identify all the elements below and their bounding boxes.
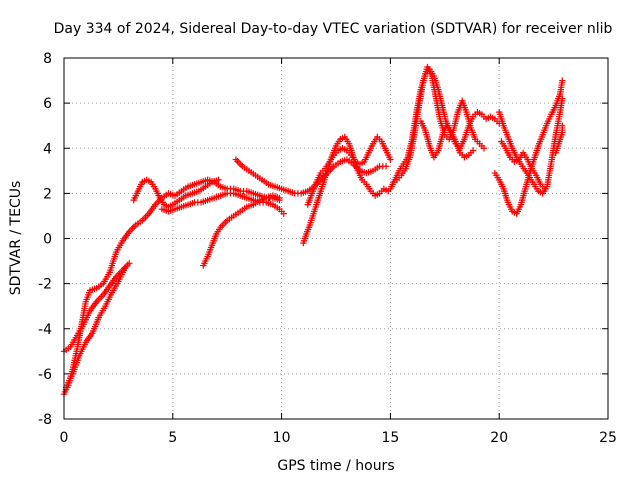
data-point-marker: [469, 147, 477, 154]
x-tick-label: 25: [599, 430, 617, 446]
series-track-f: [200, 192, 283, 269]
data-point-marker: [276, 194, 283, 202]
x-tick-label: 20: [490, 430, 508, 446]
y-axis-label: SDTVAR / TECUs: [8, 181, 24, 296]
y-tick-label: -4: [38, 322, 52, 338]
y-tick-label: 2: [43, 186, 52, 202]
y-tick-label: -8: [38, 412, 52, 428]
data-point-marker: [382, 163, 390, 170]
y-tick-label: -6: [38, 367, 52, 383]
axis-ticks: 0 5 10 15 20 25 -8 -6 -4 -2 0 2 4 6 8: [38, 51, 617, 446]
y-tick-label: 0: [43, 232, 52, 248]
y-tick-label: 4: [43, 141, 52, 157]
x-tick-label: 10: [273, 430, 291, 446]
series-track-i: [304, 133, 394, 208]
data-point-marker: [121, 264, 129, 272]
plot-frame: [63, 57, 609, 420]
y-tick-label: -2: [38, 277, 52, 293]
data-points: [60, 63, 566, 398]
y-tick-label: 6: [43, 96, 52, 112]
x-tick-label: 0: [60, 430, 69, 446]
grid: [64, 58, 608, 419]
series-track-m: [491, 77, 566, 217]
series-track-l: [417, 117, 477, 161]
series-track-p: [552, 122, 566, 156]
series-track-n: [498, 138, 549, 193]
x-tick-label: 5: [168, 430, 177, 446]
series-track-k: [393, 63, 488, 184]
x-tick-label: 15: [381, 430, 399, 446]
series-track-o: [496, 95, 566, 197]
data-point-marker: [215, 176, 222, 184]
chart-title: Day 334 of 2024, Sidereal Day-to-day VTE…: [54, 21, 613, 37]
data-point-marker: [480, 145, 488, 152]
data-point-marker: [559, 122, 566, 129]
data-point-marker: [387, 156, 394, 163]
y-tick-label: 8: [43, 51, 52, 67]
data-point-marker: [280, 210, 287, 217]
x-axis-label: GPS time / hours: [277, 458, 394, 474]
series-track-d: [130, 176, 222, 211]
data-point-marker: [559, 77, 566, 84]
series-track-c: [62, 264, 129, 391]
data-point-marker: [559, 95, 566, 102]
data-point-marker: [126, 260, 133, 267]
